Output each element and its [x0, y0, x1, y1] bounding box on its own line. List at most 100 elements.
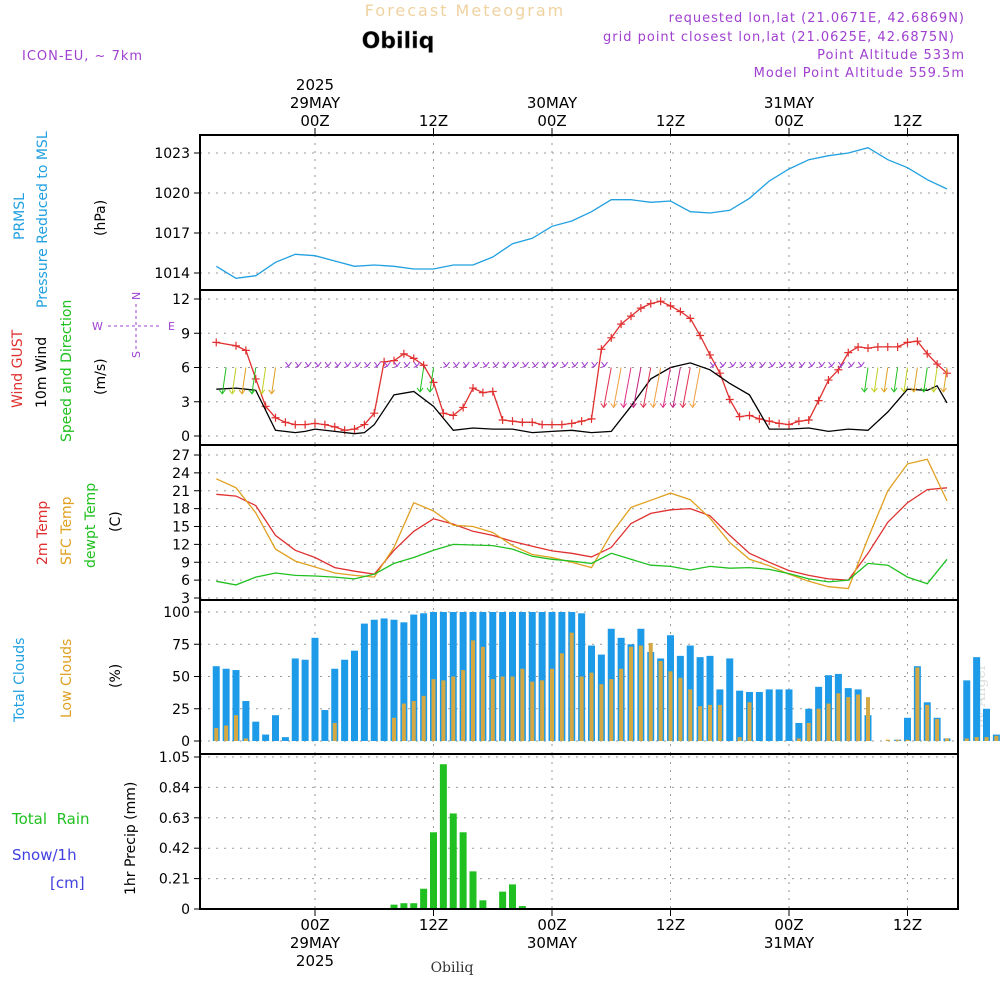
y-tick-label: 21	[172, 484, 190, 500]
gust-marker	[804, 416, 813, 425]
compass-s: S	[130, 351, 143, 358]
bottom-time-label: 00Z	[774, 916, 803, 934]
gust-marker	[646, 299, 655, 308]
wind-arrow-head	[828, 361, 836, 367]
total-cloud-bar	[331, 668, 339, 741]
total-cloud-bar	[420, 613, 428, 741]
wind-arrow-head	[601, 361, 608, 367]
precip-bar	[410, 903, 418, 909]
low-cloud-bar	[480, 646, 485, 741]
wind-direction-arrow	[719, 365, 724, 368]
wind-direction-arrow	[601, 365, 605, 368]
total-cloud-bar	[785, 689, 793, 741]
low-cloud-bar	[559, 653, 564, 741]
wind-direction-arrow	[502, 365, 506, 368]
wind-arrow-head	[462, 361, 470, 367]
temp-panel-frame	[199, 444, 959, 601]
gust-marker	[241, 346, 250, 355]
wind-arrow-head	[669, 403, 677, 409]
wind-arrow-head	[798, 361, 806, 367]
gust-marker	[893, 342, 902, 351]
low-cloud-bar	[826, 703, 831, 741]
gust-marker	[508, 417, 517, 426]
wind-arrow-head	[639, 403, 647, 409]
y-tick-label: 0	[181, 902, 190, 918]
bottom-time-label: 31MAY	[764, 934, 815, 952]
wind-direction-arrow	[383, 365, 388, 368]
wind-arrow-head	[443, 361, 450, 367]
gust-marker	[360, 420, 369, 429]
low-cloud-bar	[332, 722, 337, 741]
y-tick-label: 27	[172, 448, 190, 464]
wind-direction-arrow	[613, 367, 622, 408]
low-cloud-bar	[708, 704, 712, 741]
y-tick-label: 0	[181, 734, 190, 750]
wind-arrow-head	[838, 361, 845, 367]
wind-direction-arrow	[251, 367, 257, 394]
gust-marker	[587, 414, 596, 423]
wind-direction-arrow	[334, 365, 339, 368]
total-cloud-bar	[390, 619, 398, 741]
wind-direction-arrow	[413, 365, 418, 368]
total-cloud-bar	[341, 659, 349, 741]
wind-direction-arrow	[788, 365, 793, 368]
wind-direction-arrow	[462, 365, 467, 368]
low-cloud-bar	[520, 668, 525, 741]
gust-marker	[656, 297, 665, 306]
bottom-time-label: 12Z	[656, 916, 685, 934]
prmsl-line	[215, 147, 948, 279]
total-cloud-bar	[321, 710, 329, 741]
wind-arrow-head	[393, 361, 401, 367]
top-time-label: 31MAY	[764, 94, 815, 112]
low-cloud-bar	[747, 702, 752, 741]
low-cloud-bar	[846, 697, 851, 741]
low-cloud-bar	[984, 737, 989, 741]
wind-direction-arrow	[808, 365, 813, 368]
clouds-unit: (%)	[108, 664, 124, 688]
pressure-unit: (hPa)	[93, 200, 109, 236]
gust-marker	[923, 349, 932, 358]
wind-arrow-head	[238, 389, 246, 395]
wind-direction-arrow	[632, 367, 642, 408]
gust-marker	[330, 422, 339, 431]
precip-bar	[400, 903, 408, 909]
precip-left-labels: Total Rain Snow/1h [cm] 1hr Precip (mm)	[11, 782, 139, 895]
top-time-label: 00Z	[537, 112, 566, 130]
dewpt-temp-line	[216, 543, 948, 586]
total-cloud-bar	[736, 690, 744, 741]
wind-direction-arrow	[295, 365, 299, 368]
gust-marker	[686, 314, 695, 323]
precip-bar	[479, 900, 487, 909]
wind-direction-arrow	[778, 365, 783, 368]
gust-marker	[735, 412, 744, 421]
wind-arrow-head	[930, 387, 937, 393]
wind-arrow-head	[314, 361, 322, 367]
wind-gust-label: Wind GUST	[10, 329, 26, 408]
top-time-label: 30MAY	[527, 94, 578, 112]
y-tick-label: 1023	[154, 146, 190, 162]
wind-arrow-head	[295, 361, 302, 367]
gust-marker	[725, 395, 734, 404]
low-cloud-bar	[816, 708, 821, 741]
wind-direction-arrow	[304, 365, 309, 368]
wind-arrow-head	[426, 387, 434, 393]
wind-direction-arrow	[453, 365, 457, 368]
wind-arrow-head	[778, 361, 786, 367]
y-tick-label: 25	[172, 702, 190, 718]
gust-marker	[883, 342, 892, 351]
temp-dewpt-label: dewpt Temp	[83, 483, 99, 568]
wind-direction-arrow	[739, 365, 743, 368]
total-cloud-bar	[281, 737, 289, 741]
gust-marker	[232, 341, 240, 350]
low-cloud-bar	[905, 739, 910, 741]
wind-arrow-head	[689, 403, 697, 409]
low-cloud-bar	[530, 681, 535, 741]
wind-direction-arrow	[271, 367, 276, 394]
wind-direction-arrow	[541, 365, 546, 368]
low-cloud-bar	[638, 645, 643, 741]
bottom-time-label: 29MAY	[290, 934, 341, 952]
gridpoint-location: grid point closest lon,lat (21.0625E, 42…	[603, 30, 955, 45]
wind-arrow-head	[472, 361, 480, 367]
gust-marker	[409, 354, 418, 363]
low-cloud-bar	[925, 704, 930, 741]
